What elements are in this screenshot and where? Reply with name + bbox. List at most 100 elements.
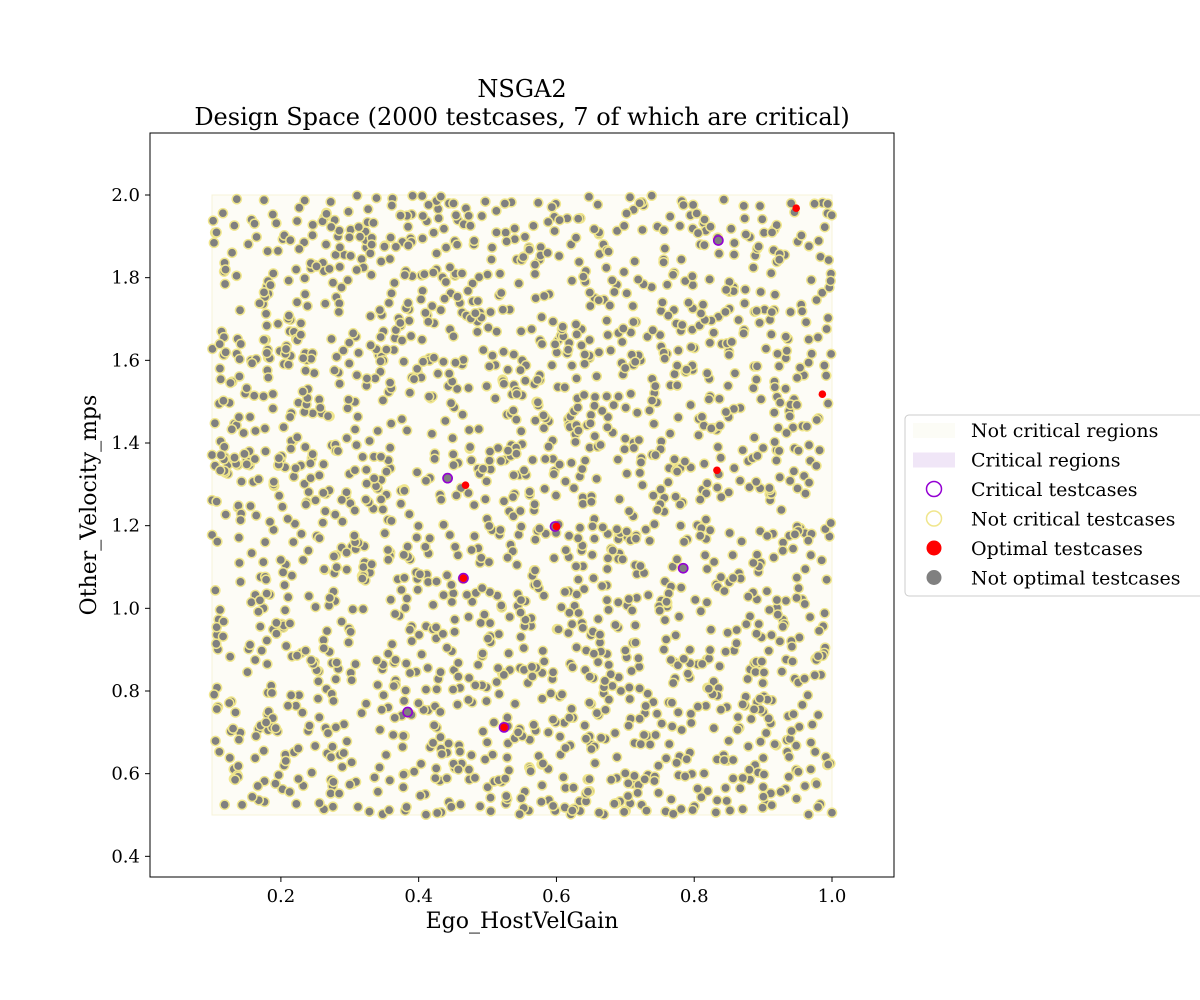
testcase-point (336, 761, 348, 773)
testcase-point (593, 807, 605, 818)
testcase-point (211, 227, 222, 238)
testcase-point (208, 237, 220, 249)
testcase-point (246, 357, 258, 369)
testcase-point (704, 274, 715, 285)
testcase-point (341, 486, 352, 498)
testcase-point (682, 668, 694, 680)
testcase-point (704, 524, 716, 536)
testcase-point (245, 500, 256, 512)
testcase-point (214, 746, 225, 758)
testcase-point (259, 423, 271, 434)
testcase-point (697, 299, 709, 310)
testcase-point (252, 780, 264, 792)
testcase-point (441, 569, 453, 581)
testcase-point (774, 397, 786, 408)
testcase-point (646, 190, 658, 202)
testcase-point (295, 317, 307, 329)
testcase-point (513, 278, 525, 289)
testcase-point (696, 658, 708, 670)
testcase-point (419, 268, 430, 280)
testcase-point (689, 594, 701, 606)
critical-testcase-point (442, 472, 453, 484)
testcase-point (291, 431, 303, 443)
testcase-point (632, 787, 644, 799)
testcase-point (614, 493, 625, 505)
testcase-point (246, 547, 258, 559)
testcase-point (679, 771, 691, 782)
testcase-point (806, 348, 818, 360)
testcase-point (618, 806, 630, 818)
testcase-point (371, 655, 383, 666)
testcase-point (368, 472, 380, 484)
testcase-point (353, 347, 364, 359)
testcase-point (356, 573, 368, 584)
testcase-point (787, 543, 799, 555)
testcase-point (536, 693, 548, 705)
testcase-point (248, 390, 260, 402)
testcase-point (401, 593, 413, 604)
testcase-point (272, 318, 284, 330)
testcase-point (267, 388, 279, 400)
testcase-point (621, 468, 633, 479)
testcase-point (503, 648, 515, 659)
testcase-point (515, 364, 526, 376)
testcase-point (529, 259, 541, 271)
testcase-point (634, 683, 645, 694)
testcase-point (382, 648, 394, 660)
testcase-point (526, 323, 537, 335)
testcase-point (703, 393, 715, 405)
testcase-point (207, 215, 219, 227)
testcase-point (332, 445, 344, 457)
testcase-point (628, 316, 639, 328)
testcase-point (560, 742, 571, 754)
testcase-point (675, 582, 687, 593)
testcase-point (482, 322, 494, 333)
testcase-point (283, 359, 294, 371)
testcase-point (264, 516, 276, 528)
testcase-point (633, 434, 645, 446)
testcase-point (327, 277, 339, 289)
testcase-point (321, 625, 333, 637)
testcase-point (671, 466, 683, 477)
testcase-point (757, 752, 769, 764)
testcase-point (288, 471, 300, 483)
testcase-point (686, 270, 698, 282)
testcase-point (644, 535, 656, 547)
testcase-point (745, 713, 757, 725)
testcase-point (592, 656, 604, 668)
testcase-point (515, 425, 527, 437)
testcase-point (483, 556, 495, 568)
testcase-point (529, 565, 541, 576)
testcase-point (413, 629, 425, 641)
testcase-point (434, 706, 446, 718)
testcase-point (804, 611, 816, 623)
testcase-point (595, 439, 606, 451)
testcase-point (384, 377, 396, 389)
testcase-point (266, 687, 278, 699)
testcase-point (389, 277, 400, 289)
testcase-point (399, 572, 410, 584)
testcase-point (423, 391, 435, 402)
testcase-point (623, 593, 635, 605)
testcase-point (712, 441, 724, 453)
testcase-point (728, 249, 740, 260)
testcase-point (435, 494, 447, 506)
testcase-point (536, 779, 548, 791)
testcase-point (570, 232, 582, 244)
testcase-point (477, 648, 488, 659)
testcase-point (480, 493, 491, 505)
testcase-point (604, 300, 616, 311)
testcase-point (630, 619, 641, 631)
testcase-point (646, 395, 658, 406)
testcase-point (327, 741, 338, 753)
legend-swatch-patch (913, 423, 955, 438)
testcase-point (672, 345, 684, 356)
testcase-point (366, 239, 378, 250)
testcase-point (813, 625, 825, 637)
testcase-point (448, 459, 459, 471)
testcase-point (514, 808, 525, 820)
testcase-point (539, 453, 551, 465)
testcase-point (570, 436, 581, 448)
testcase-point (457, 409, 468, 420)
testcase-point (667, 677, 679, 689)
